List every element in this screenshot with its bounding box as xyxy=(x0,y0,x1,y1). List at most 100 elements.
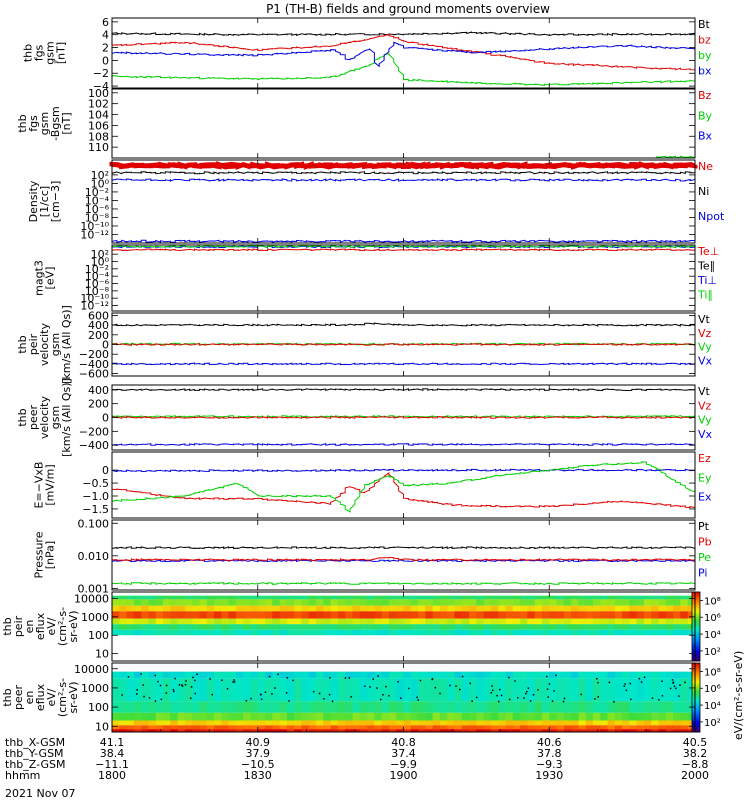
spectrogram-cell xyxy=(308,725,317,730)
spectrogram-cell xyxy=(257,624,266,630)
spectrogram-cell xyxy=(563,599,572,606)
spectrogram-cell xyxy=(119,712,128,721)
spectrogram-cell xyxy=(221,629,230,636)
spectrogram-cell xyxy=(658,595,667,600)
spectrogram-cell xyxy=(512,729,521,733)
spectrogram-cell xyxy=(505,629,514,636)
spectrogram-cell xyxy=(257,712,266,721)
spectrogram-speck xyxy=(508,698,511,701)
spectrogram-cell xyxy=(359,701,368,713)
spectrogram-cell xyxy=(673,678,682,702)
spectrogram-speck xyxy=(380,698,382,701)
spectrogram-cell xyxy=(148,678,157,702)
spectrogram-cell xyxy=(629,618,638,625)
spectrogram-cell xyxy=(483,599,492,606)
spectrogram-cell xyxy=(155,599,164,606)
spectrogram-cell xyxy=(556,701,565,713)
spectrogram-cell xyxy=(235,678,244,702)
spectrogram-cell xyxy=(600,712,609,721)
spectrogram-cell xyxy=(643,720,652,726)
y-tick-label: 100 xyxy=(88,701,109,714)
spectrogram-cell xyxy=(177,701,186,713)
spectrogram-speck xyxy=(678,695,680,697)
spectrogram-cell xyxy=(476,720,485,726)
spectrogram-cell xyxy=(388,712,397,721)
spectrogram-cell xyxy=(308,611,317,619)
spectrogram-cell xyxy=(265,712,273,721)
spectrogram-cell xyxy=(177,678,186,702)
spectrogram-speck xyxy=(140,673,142,675)
series-line xyxy=(111,31,696,37)
spectrogram-cell xyxy=(418,701,426,713)
spectrogram-cell xyxy=(527,725,536,730)
spectrogram-speck xyxy=(312,690,315,693)
spectrogram-cell xyxy=(665,729,674,733)
spectrogram-cell xyxy=(418,712,426,721)
spectrogram-cell xyxy=(527,720,536,726)
colorbar-tick-label: 10² xyxy=(704,647,721,658)
spectrogram-cell xyxy=(243,618,252,625)
spectrogram-cell xyxy=(629,678,638,702)
colorbar-segment xyxy=(692,607,700,610)
spectrogram-cell xyxy=(622,605,631,612)
spectrogram-cell xyxy=(447,629,456,636)
spectrogram-cell xyxy=(585,595,594,600)
spectrogram-cell xyxy=(461,720,470,726)
y-axis-label-line: thb xyxy=(16,408,29,426)
spectrogram-cell xyxy=(665,624,674,630)
spectrogram-cell xyxy=(607,595,616,600)
colorbar-segment xyxy=(692,609,700,612)
spectrogram-cell xyxy=(622,599,631,606)
spectrogram-speck xyxy=(546,688,549,690)
spectrogram-cell xyxy=(221,729,230,733)
colorbar-segment xyxy=(692,624,700,627)
spectrogram-speck xyxy=(551,700,554,702)
y-tick-label: −200 xyxy=(79,425,109,438)
x-row-value: −9.3 xyxy=(536,758,563,771)
spectrogram-cell xyxy=(512,611,521,619)
spectrogram-cell xyxy=(381,720,390,726)
spectrogram-cell xyxy=(323,701,332,713)
spectrogram-cell xyxy=(585,712,594,721)
spectrogram-cell xyxy=(410,729,419,733)
spectrogram-cell xyxy=(163,701,171,713)
spectrogram-cell xyxy=(556,629,565,636)
spectrogram-cell xyxy=(323,729,332,733)
colorbar-segment xyxy=(692,592,700,595)
spectrogram-cell xyxy=(330,701,339,713)
spectrogram-cell xyxy=(228,725,237,730)
y-tick-label: 10⁻⁶ xyxy=(85,278,110,291)
spectrogram-cell xyxy=(323,605,332,612)
spectrogram-cell xyxy=(374,624,383,630)
spectrogram-cell xyxy=(447,712,456,721)
spectrogram-cell xyxy=(170,624,179,630)
spectrogram-speck xyxy=(638,677,641,680)
spectrogram-cell xyxy=(133,595,142,600)
spectrogram-cell xyxy=(250,701,259,713)
spectrogram-cell xyxy=(534,618,543,625)
y-axis-label-line: fgs xyxy=(33,44,46,61)
spectrogram-cell xyxy=(359,618,368,625)
legend-label: Vx xyxy=(698,428,713,441)
spectrogram-cell xyxy=(410,599,419,606)
spectrogram-cell xyxy=(148,701,157,713)
spectrogram-cell xyxy=(352,720,361,726)
spectrogram-cell xyxy=(184,701,193,713)
spectrogram-cell xyxy=(345,701,354,713)
spectrogram-speck xyxy=(491,685,493,687)
spectrogram-cell xyxy=(527,712,536,721)
spectrogram-cell xyxy=(337,599,346,606)
spectrogram-cell xyxy=(301,624,310,630)
colorbar-segment xyxy=(692,629,700,633)
spectrogram-cell xyxy=(323,712,332,721)
spectrogram-cell xyxy=(461,629,470,636)
spectrogram-cell xyxy=(337,624,346,630)
spectrogram-cell xyxy=(316,599,324,606)
colorbar-segment xyxy=(692,623,700,626)
colorbar-segment xyxy=(692,694,700,697)
spectrogram-cell xyxy=(221,671,230,679)
spectrogram-cell xyxy=(141,618,150,625)
spectrogram-cell xyxy=(549,701,558,713)
spectrogram-cell xyxy=(308,618,317,625)
